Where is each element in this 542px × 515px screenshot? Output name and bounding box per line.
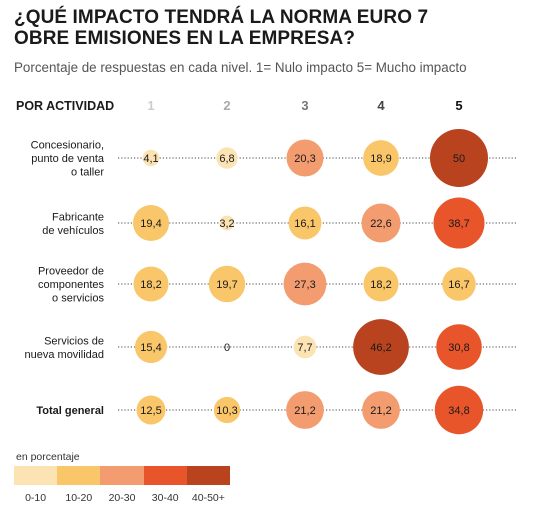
row-label-3-line-1: nueva movilidad <box>25 349 105 361</box>
row-label-2-line-2: o servicios <box>52 293 104 305</box>
bubble-value-r3-c1: 0 <box>224 342 230 354</box>
chart-subtitle: Porcentaje de respuestas en cada nivel. … <box>14 60 467 75</box>
row-label-2-line-0: Proveedor de <box>38 266 104 278</box>
bubble-r2-c0 <box>133 266 169 302</box>
bubble-value-r2-c2: 27,3 <box>294 279 315 291</box>
bubble-r1-c2 <box>288 206 322 240</box>
legend-label-0-10: 0-10 <box>25 492 47 504</box>
row-label-0-line-1: punto de venta <box>31 153 105 165</box>
row-label-2-line-1: componentes <box>38 279 105 291</box>
bubble-r0-c2 <box>286 139 324 177</box>
bubble-value-r0-c4: 50 <box>453 153 465 165</box>
bubble-r0-c0 <box>142 149 160 167</box>
bubble-r4-c4 <box>434 385 484 435</box>
bubble-r3-c4 <box>436 324 482 370</box>
column-header-2: 2 <box>223 98 230 113</box>
bubble-value-r3-c0: 15,4 <box>140 342 161 354</box>
legend-swatch-30-40 <box>143 466 187 485</box>
bubble-value-r3-c2: 7,7 <box>297 342 312 354</box>
column-header-1: 1 <box>147 98 154 113</box>
bubble-r2-c2 <box>283 262 327 306</box>
bubble-r0-c3 <box>363 140 399 176</box>
bubble-r0-c1 <box>216 147 238 169</box>
legend-label-40-50: 40-50+ <box>191 492 225 504</box>
bubble-r3-c0 <box>134 330 168 364</box>
column-header-5: 5 <box>455 98 462 113</box>
bubble-r1-c1 <box>219 215 235 231</box>
bubble-value-r1-c1: 3,2 <box>219 218 234 230</box>
bubble-value-r0-c3: 18,9 <box>370 153 391 165</box>
bubble-value-r4-c4: 34,8 <box>448 405 469 417</box>
legend-swatch-40-50 <box>186 466 231 485</box>
bubble-r4-c0 <box>136 395 166 425</box>
row-label-4-line-0: Total general <box>36 405 104 417</box>
legend-color-bar <box>14 466 231 485</box>
bubble-r0-c4 <box>430 129 488 187</box>
legend-title: en porcentaje <box>16 451 80 463</box>
bubble-value-r3-c3: 46,2 <box>370 342 391 354</box>
row-label-0-line-0: Concesionario, <box>31 140 104 152</box>
column-header-4: 4 <box>377 98 385 113</box>
legend-swatch-0-10 <box>14 466 58 485</box>
chart-title: ¿QUÉ IMPACTO TENDRÁ LA NORMA EURO 7 OBRE… <box>14 7 529 49</box>
bubble-r4-c3 <box>362 391 400 429</box>
bubble-value-r4-c3: 21,2 <box>370 405 391 417</box>
legend-labels: 0-10 10-20 20-30 30-40 40-50+ <box>14 492 230 504</box>
bubble-r1-c3 <box>361 203 401 243</box>
bubble-value-r4-c0: 12,5 <box>140 405 161 417</box>
row-label-3-line-0: Servicios de <box>44 335 104 347</box>
bubble-r1-c0 <box>132 204 170 242</box>
bubble-value-r2-c3: 18,2 <box>370 279 391 291</box>
row-label-0-line-2: o taller <box>71 167 104 179</box>
row-label-1-line-0: Fabricante <box>52 211 104 223</box>
bubble-value-r4-c1: 10,3 <box>216 405 237 417</box>
legend-label-20-30: 20-30 <box>108 492 136 504</box>
bubble-value-r1-c2: 16,1 <box>294 218 315 230</box>
bubble-r1-c4 <box>433 197 485 249</box>
bubble-value-r2-c0: 18,2 <box>140 279 161 291</box>
bubble-r4-c1 <box>213 396 241 424</box>
bubble-value-r0-c2: 20,3 <box>294 153 315 165</box>
row-header-label: POR ACTIVIDAD <box>16 99 114 113</box>
legend-swatch-20-30 <box>100 466 144 485</box>
bubble-value-r0-c0: 4,1 <box>143 153 158 165</box>
bubble-value-r3-c4: 30,8 <box>448 342 469 354</box>
bubble-value-r0-c1: 6,8 <box>219 153 234 165</box>
bubble-r2-c3 <box>363 266 399 302</box>
bubble-value-r1-c0: 19,4 <box>140 218 161 230</box>
bubble-r2-c4 <box>442 267 476 301</box>
bubble-value-r2-c1: 19,7 <box>216 279 237 291</box>
row-label-1-line-1: de vehículos <box>42 225 104 237</box>
chart-title-line-2: OBRE EMISIONES EN LA EMPRESA? <box>14 28 356 49</box>
bubble-r4-c2 <box>286 391 324 429</box>
bubble-value-r2-c4: 16,7 <box>448 279 469 291</box>
bubble-r3-c3 <box>353 319 409 375</box>
bubble-r3-c2 <box>293 335 317 359</box>
bubble-r2-c1 <box>208 265 246 303</box>
legend-label-30-40: 30-40 <box>151 492 179 504</box>
legend-swatch-10-20 <box>57 466 101 485</box>
bubble-value-r1-c3: 22,6 <box>370 218 391 230</box>
column-header-3: 3 <box>301 98 308 113</box>
bubble-value-r1-c4: 38,7 <box>448 218 469 230</box>
bubble-value-r4-c2: 21,2 <box>294 405 315 417</box>
chart-title-line-1: ¿QUÉ IMPACTO TENDRÁ LA NORMA EURO 7 <box>14 7 429 28</box>
legend-label-10-20: 10-20 <box>65 492 93 504</box>
